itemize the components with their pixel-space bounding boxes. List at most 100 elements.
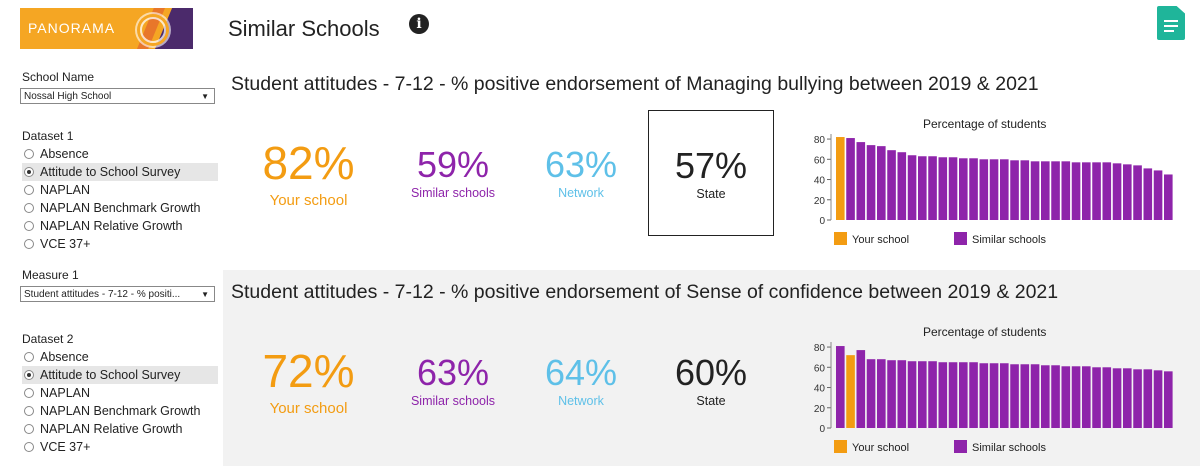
- similar-school-bar[interactable]: [979, 363, 989, 428]
- similar-school-bar[interactable]: [1030, 364, 1040, 428]
- similar-school-bar[interactable]: [928, 361, 937, 428]
- similar-school-bar[interactable]: [1133, 369, 1142, 428]
- radio-button-icon[interactable]: [24, 406, 34, 416]
- your-school-bar[interactable]: [836, 137, 845, 220]
- similar-school-bar[interactable]: [1164, 174, 1173, 220]
- similar-school-bar[interactable]: [1143, 369, 1153, 428]
- similar-school-bar[interactable]: [1153, 170, 1163, 220]
- similar-school-bar[interactable]: [866, 359, 876, 428]
- similar-school-bar[interactable]: [948, 362, 958, 428]
- school-name-select[interactable]: Nossal High School ▼: [20, 88, 215, 104]
- radio-button-icon[interactable]: [24, 239, 34, 249]
- similar-school-bar[interactable]: [1030, 161, 1040, 220]
- similar-school-bar[interactable]: [877, 359, 886, 428]
- dataset2-option[interactable]: VCE 37+: [22, 438, 218, 456]
- similar-school-bar[interactable]: [1102, 162, 1112, 220]
- similar-school-bar[interactable]: [1020, 160, 1030, 220]
- similar-school-bar[interactable]: [1000, 363, 1009, 428]
- dataset1-option[interactable]: Absence: [22, 145, 218, 163]
- radio-button-icon[interactable]: [24, 370, 34, 380]
- similar-school-bar[interactable]: [1010, 160, 1019, 220]
- dataset2-option[interactable]: Absence: [22, 348, 218, 366]
- similar-school-bar[interactable]: [877, 146, 886, 220]
- info-icon[interactable]: i: [409, 14, 429, 34]
- similar-school-bar[interactable]: [938, 157, 948, 220]
- similar-school-bar[interactable]: [846, 138, 855, 220]
- similar-school-bar[interactable]: [1051, 161, 1060, 220]
- measure-panel-1: Student attitudes - 7-12 - % positive en…: [223, 62, 1200, 266]
- similar-school-bar[interactable]: [1051, 365, 1060, 428]
- similar-school-bar[interactable]: [1000, 159, 1009, 220]
- radio-button-icon[interactable]: [24, 149, 34, 159]
- your-school-bar[interactable]: [846, 355, 855, 428]
- radio-button-icon[interactable]: [24, 352, 34, 362]
- radio-button-icon[interactable]: [24, 167, 34, 177]
- dataset1-option[interactable]: Attitude to School Survey: [22, 163, 218, 181]
- similar-school-bar[interactable]: [1071, 162, 1081, 220]
- similar-school-bar[interactable]: [959, 158, 968, 220]
- similar-school-bar[interactable]: [1082, 366, 1091, 428]
- radio-button-icon[interactable]: [24, 185, 34, 195]
- radio-button-icon[interactable]: [24, 388, 34, 398]
- document-icon[interactable]: [1157, 6, 1185, 40]
- similar-school-bar[interactable]: [1010, 364, 1019, 428]
- similar-school-bar[interactable]: [1092, 162, 1101, 220]
- similar-school-bar[interactable]: [1133, 165, 1142, 220]
- similar-school-bar[interactable]: [1061, 161, 1071, 220]
- similar-school-bar[interactable]: [969, 158, 978, 220]
- similar-school-bar[interactable]: [938, 362, 948, 428]
- dataset1-option[interactable]: NAPLAN Relative Growth: [22, 217, 218, 235]
- similar-school-bar[interactable]: [1082, 162, 1091, 220]
- state-metric-highlighted[interactable]: 57% State: [648, 110, 774, 236]
- similar-school-bar[interactable]: [928, 156, 937, 220]
- similar-school-bar[interactable]: [1102, 367, 1112, 428]
- similar-school-bar[interactable]: [866, 145, 876, 220]
- similar-school-bar[interactable]: [907, 361, 917, 428]
- similar-school-bar[interactable]: [856, 142, 866, 220]
- dataset1-option[interactable]: NAPLAN: [22, 181, 218, 199]
- similar-school-bar[interactable]: [1041, 365, 1050, 428]
- state-metric[interactable]: 60% State: [660, 352, 762, 408]
- similar-school-bar[interactable]: [897, 152, 907, 220]
- radio-button-icon[interactable]: [24, 442, 34, 452]
- similar-school-bar[interactable]: [1112, 368, 1122, 428]
- dataset2-option[interactable]: NAPLAN Benchmark Growth: [22, 402, 218, 420]
- similar-school-bar[interactable]: [918, 156, 927, 220]
- similar-school-bar[interactable]: [887, 150, 896, 220]
- similar-school-bar[interactable]: [989, 159, 999, 220]
- similar-school-bar[interactable]: [1092, 367, 1101, 428]
- similar-school-bar[interactable]: [969, 362, 978, 428]
- similar-school-bar[interactable]: [836, 346, 845, 428]
- similar-school-bar[interactable]: [979, 159, 989, 220]
- similar-school-bar[interactable]: [1112, 163, 1122, 220]
- similar-school-bar[interactable]: [856, 350, 866, 428]
- similar-school-bar[interactable]: [1164, 371, 1173, 428]
- network-caption: Network: [558, 394, 604, 408]
- dataset2-option[interactable]: Attitude to School Survey: [22, 366, 218, 384]
- measure1-select[interactable]: Student attitudes - 7-12 - % positi... ▼: [20, 286, 215, 302]
- radio-button-icon[interactable]: [24, 424, 34, 434]
- similar-school-bar[interactable]: [989, 363, 999, 428]
- similar-school-bar[interactable]: [1123, 368, 1132, 428]
- radio-button-icon[interactable]: [24, 221, 34, 231]
- dataset2-option[interactable]: NAPLAN Relative Growth: [22, 420, 218, 438]
- dataset1-option[interactable]: VCE 37+: [22, 235, 218, 253]
- similar-school-bar[interactable]: [1143, 168, 1153, 220]
- similar-school-bar[interactable]: [1041, 161, 1050, 220]
- similar-school-bar[interactable]: [887, 360, 896, 428]
- similar-school-bar[interactable]: [1123, 164, 1132, 220]
- similar-school-bar[interactable]: [897, 360, 907, 428]
- dataset1-option[interactable]: NAPLAN Benchmark Growth: [22, 199, 218, 217]
- similar-school-bar[interactable]: [1061, 366, 1071, 428]
- similar-school-bar[interactable]: [907, 155, 917, 220]
- similar-school-bar[interactable]: [959, 362, 968, 428]
- dataset2-option-label: NAPLAN Relative Growth: [40, 422, 183, 436]
- similar-school-bar[interactable]: [1071, 366, 1081, 428]
- similar-school-bar[interactable]: [948, 157, 958, 220]
- similar-school-bar[interactable]: [1020, 364, 1030, 428]
- radio-button-icon[interactable]: [24, 203, 34, 213]
- dataset2-option[interactable]: NAPLAN: [22, 384, 218, 402]
- similar-school-bar[interactable]: [1153, 370, 1163, 428]
- similar-school-bar[interactable]: [918, 361, 927, 428]
- bar-chart-sense-of-confidence: 0 20 40 60 80 Your school Similar schools: [814, 342, 1173, 454]
